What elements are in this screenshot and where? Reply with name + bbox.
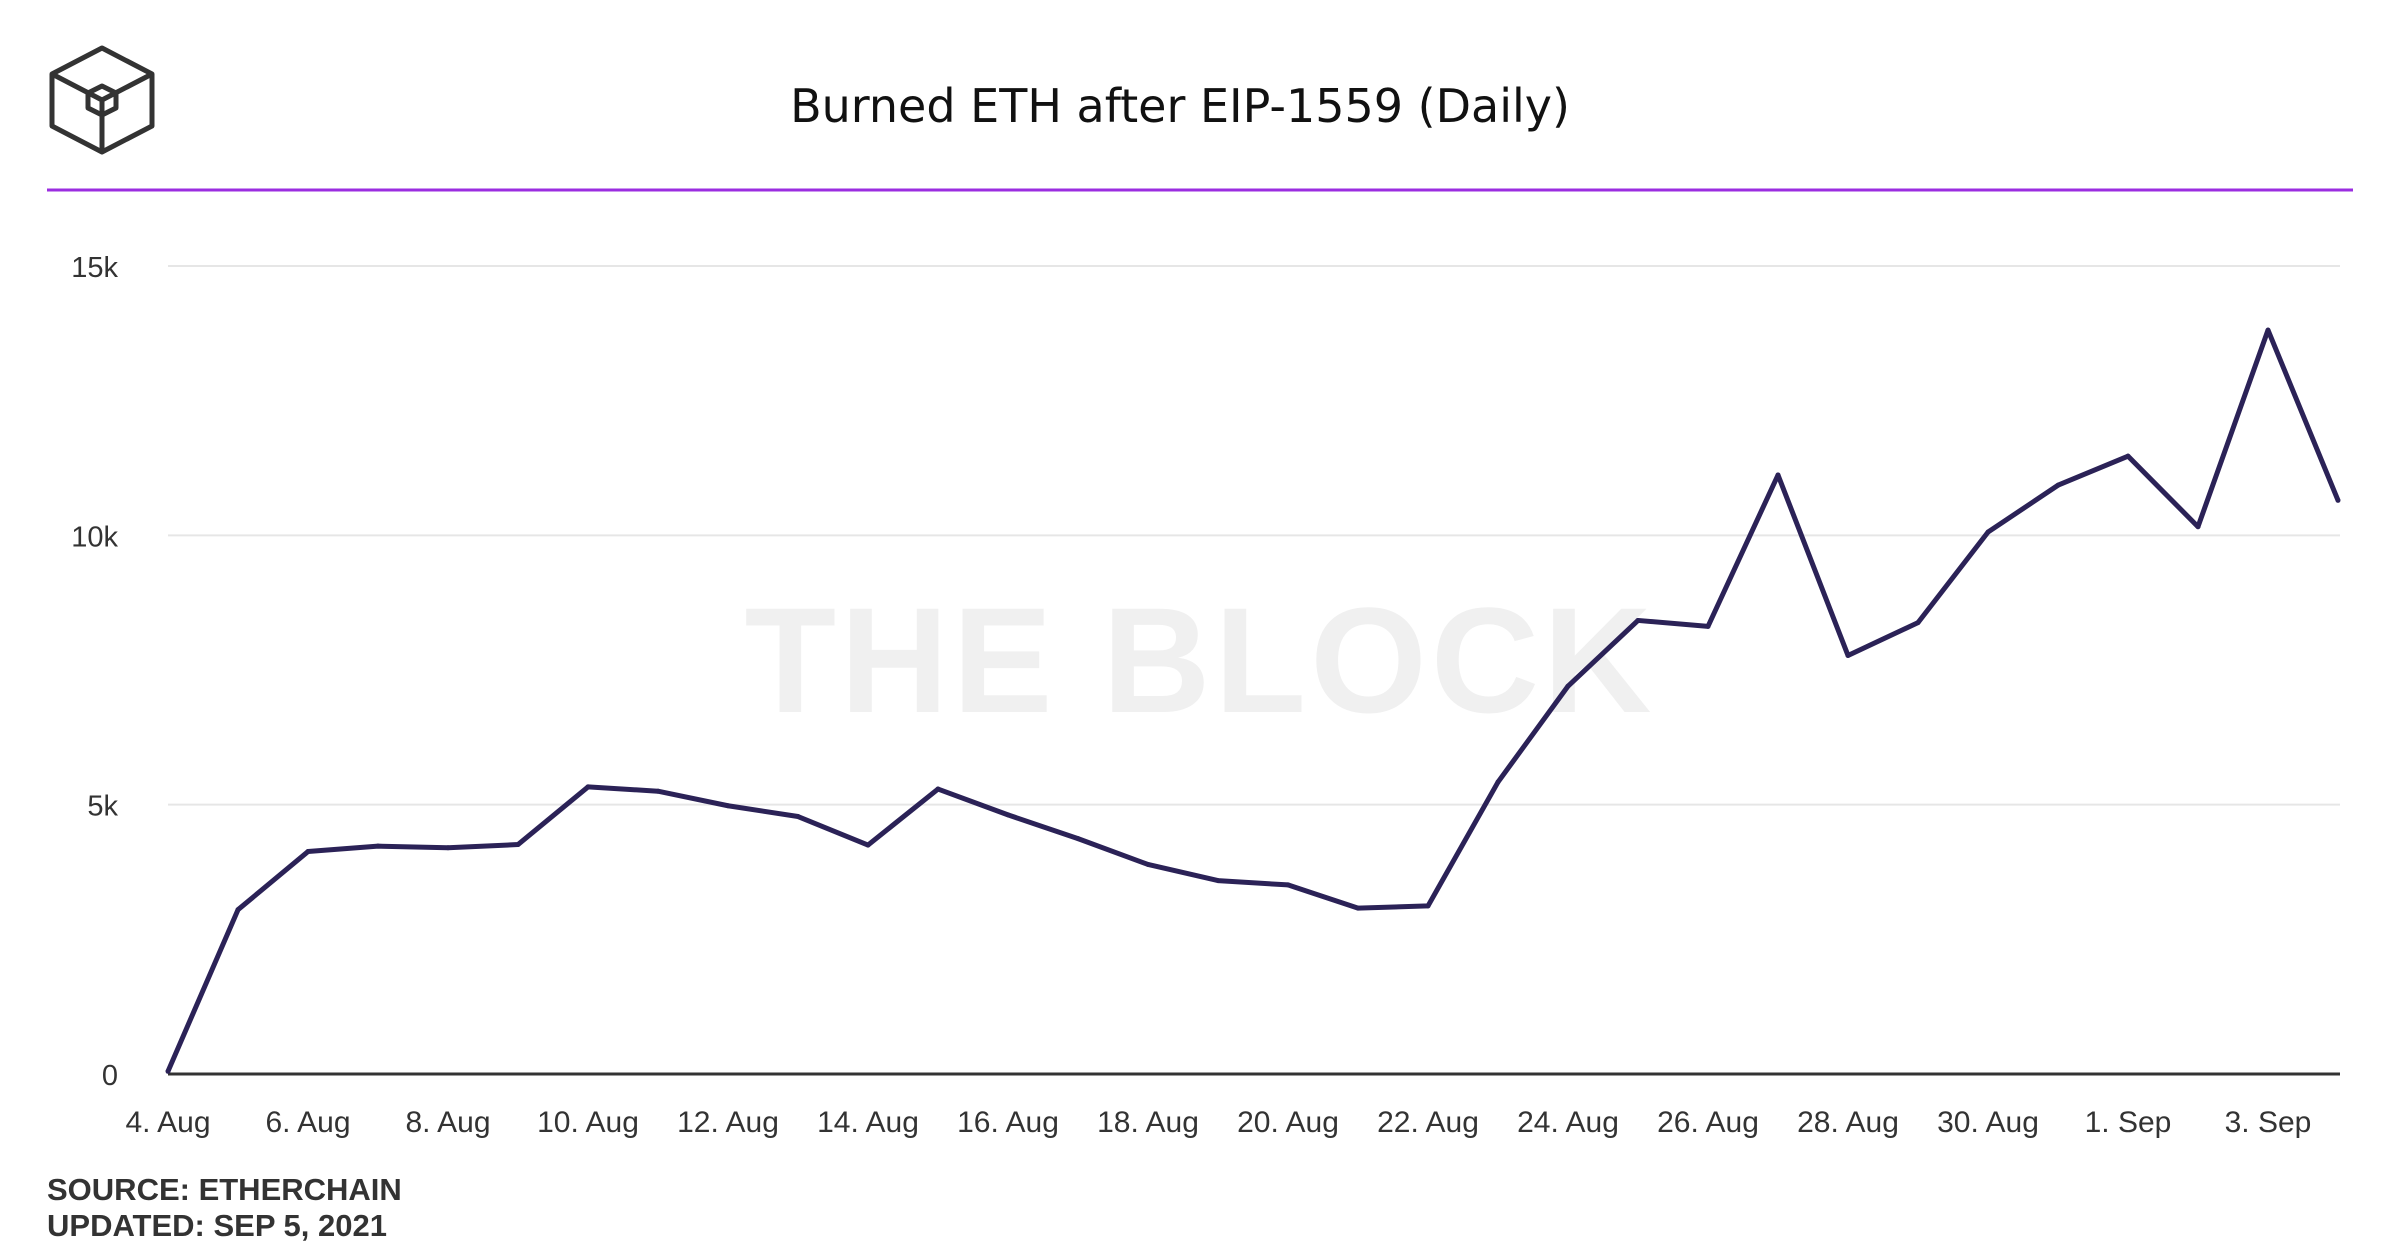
data-point xyxy=(1495,779,1501,785)
grid xyxy=(168,265,2340,806)
data-point xyxy=(235,907,241,913)
watermark: THE BLOCK xyxy=(745,576,1656,744)
x-tick-label: 16. Aug xyxy=(957,1106,1059,1139)
data-point xyxy=(2195,524,2201,530)
chart-title: Burned ETH after EIP-1559 (Daily) xyxy=(790,79,1570,133)
y-tick-label: 5k xyxy=(87,791,118,823)
data-point xyxy=(865,842,871,848)
the-block-logo-icon xyxy=(49,45,155,155)
data-point xyxy=(1705,623,1711,629)
x-tick-label: 18. Aug xyxy=(1097,1106,1199,1139)
data-point xyxy=(1845,652,1851,658)
data-point xyxy=(1145,861,1151,867)
x-tick-label: 20. Aug xyxy=(1237,1106,1339,1139)
x-tick-label: 10. Aug xyxy=(537,1106,639,1139)
data-point xyxy=(305,849,311,855)
x-tick-label: 3. Sep xyxy=(2225,1106,2312,1139)
data-point xyxy=(1915,620,1921,626)
series-line xyxy=(165,327,2341,1073)
x-tick-label: 24. Aug xyxy=(1517,1106,1619,1139)
data-point xyxy=(2055,482,2061,488)
data-point xyxy=(375,843,381,849)
x-tick-label: 12. Aug xyxy=(677,1106,779,1139)
data-point xyxy=(655,788,661,794)
data-point xyxy=(585,784,591,790)
data-point xyxy=(1215,878,1221,884)
x-tick-label: 30. Aug xyxy=(1937,1106,2039,1139)
x-tick-label: 22. Aug xyxy=(1377,1106,1479,1139)
x-tick-label: 14. Aug xyxy=(817,1106,919,1139)
x-axis-ticks: 4. Aug 6. Aug 8. Aug 10. Aug 12. Aug 14. Aug 1… xyxy=(125,1106,2311,1139)
y-tick-label: 0 xyxy=(102,1060,118,1092)
data-point xyxy=(2265,327,2271,333)
data-point xyxy=(1565,683,1571,689)
data-point xyxy=(935,786,941,792)
source-label: SOURCE: ETHERCHAIN xyxy=(47,1172,402,1207)
data-point xyxy=(725,803,731,809)
data-point xyxy=(2125,453,2131,459)
x-tick-label: 1. Sep xyxy=(2085,1106,2172,1139)
series xyxy=(165,327,2341,1074)
data-point xyxy=(1775,472,1781,478)
data-point xyxy=(795,814,801,820)
x-tick-label: 6. Aug xyxy=(265,1106,350,1139)
data-point xyxy=(1355,905,1361,911)
x-tick-label: 4. Aug xyxy=(125,1106,210,1139)
data-point xyxy=(1005,812,1011,818)
data-point xyxy=(1285,882,1291,888)
data-point xyxy=(515,842,521,848)
x-tick-label: 28. Aug xyxy=(1797,1106,1899,1139)
updated-label: UPDATED: SEP 5, 2021 xyxy=(47,1208,387,1243)
data-point xyxy=(1075,836,1081,842)
y-tick-label: 10k xyxy=(71,521,118,553)
data-point xyxy=(2335,497,2341,503)
x-tick-label: 26. Aug xyxy=(1657,1106,1759,1139)
y-tick-label: 15k xyxy=(71,252,118,284)
data-point xyxy=(165,1068,171,1074)
data-point xyxy=(1635,617,1641,623)
x-tick-label: 8. Aug xyxy=(405,1106,490,1139)
y-axis-ticks: 0 5k 10k 15k xyxy=(71,252,118,1092)
data-point xyxy=(445,845,451,851)
data-point xyxy=(1985,529,1991,535)
data-point xyxy=(1425,903,1431,909)
